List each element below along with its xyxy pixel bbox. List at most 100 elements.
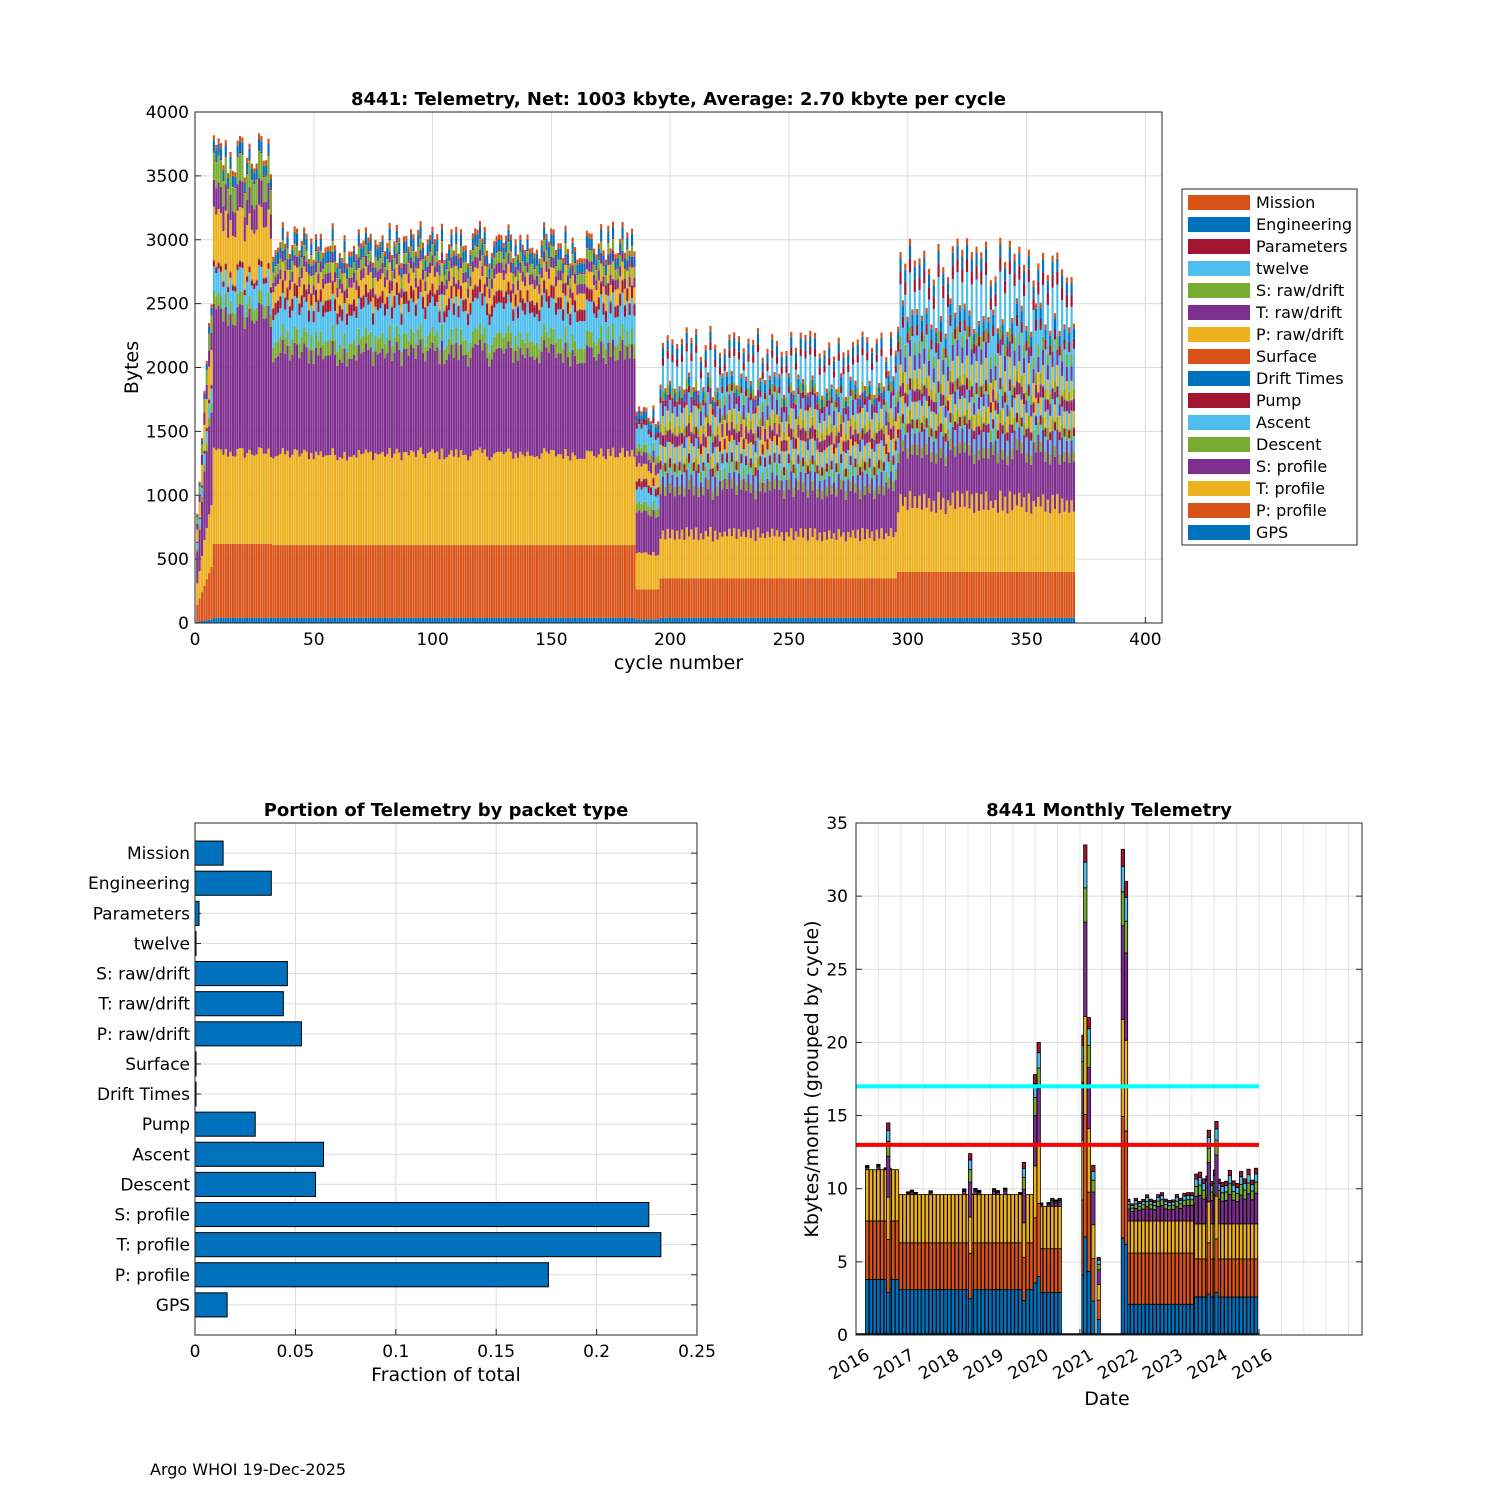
bar-segment <box>880 471 883 529</box>
bar-segment <box>802 419 805 428</box>
bar-segment <box>690 462 693 475</box>
bar-segment <box>913 292 916 343</box>
bar-segment <box>426 293 429 295</box>
bar-segment <box>813 528 817 579</box>
bar-segment <box>360 338 363 354</box>
bar-segment <box>476 285 479 287</box>
bar-segment <box>445 269 448 280</box>
bar-segment <box>564 617 567 623</box>
bar-segment <box>844 499 847 542</box>
bar-segment <box>246 276 249 282</box>
bar-segment <box>364 284 368 285</box>
bar-segment <box>412 302 415 333</box>
bar-segment <box>721 454 724 464</box>
bar-segment <box>519 617 522 623</box>
bar-segment <box>355 290 358 306</box>
bar-segment <box>483 244 486 245</box>
bar-segment <box>671 413 674 433</box>
bar-segment <box>279 279 282 296</box>
bar-segment <box>345 313 349 315</box>
bar-segment <box>467 545 470 618</box>
bar-segment <box>759 377 762 382</box>
bar-segment <box>250 163 253 169</box>
bar-segment <box>250 178 253 180</box>
bar-segment <box>440 229 444 240</box>
bar-segment <box>260 290 263 305</box>
bar-segment <box>438 322 441 350</box>
bar-segment <box>880 440 883 461</box>
bar-segment <box>718 532 722 579</box>
bar-segment <box>543 227 546 239</box>
bar-segment <box>913 433 916 497</box>
bar-segment <box>821 499 824 542</box>
bar-segment <box>882 461 885 462</box>
bar-segment <box>690 361 693 387</box>
bar-segment <box>205 363 208 370</box>
bar-segment <box>768 425 771 439</box>
bar-segment <box>267 262 270 263</box>
bar-segment <box>623 316 626 345</box>
bar-segment <box>445 359 448 458</box>
bar-segment <box>797 374 800 379</box>
bar-segment <box>208 514 211 574</box>
bar-segment <box>212 153 215 180</box>
y-tick-label: 4000 <box>146 103 189 123</box>
bar-segment <box>333 310 337 340</box>
bar-segment <box>341 258 344 263</box>
bar-segment <box>236 210 239 264</box>
bar-segment <box>205 428 208 432</box>
bar-segment <box>752 344 755 356</box>
bar-segment <box>450 328 453 345</box>
bar-segment <box>495 348 498 453</box>
bar-segment <box>595 457 598 546</box>
bar-segment <box>602 265 605 267</box>
bar-segment <box>638 463 641 478</box>
bar-segment <box>773 391 776 414</box>
bar-segment <box>388 324 391 341</box>
bar-segment <box>837 462 840 475</box>
bar-segment <box>695 426 698 427</box>
bar-segment <box>652 442 655 451</box>
bar-segment <box>714 359 717 368</box>
bar-segment <box>360 243 363 249</box>
bar-segment <box>429 545 432 618</box>
bar-segment <box>576 322 579 350</box>
bar-segment <box>274 357 277 457</box>
bar-segment <box>443 311 446 312</box>
bar-segment <box>604 310 607 312</box>
bar-segment <box>588 301 591 332</box>
bar-segment <box>298 343 301 359</box>
bar-segment <box>471 271 474 289</box>
bar-segment <box>604 294 607 311</box>
bar-segment <box>424 291 427 307</box>
bar-segment <box>554 264 558 267</box>
bar-segment <box>652 589 655 620</box>
bar-segment <box>851 578 855 618</box>
bar-segment <box>600 281 603 283</box>
bar-segment <box>540 257 543 268</box>
bar-segment <box>429 262 432 273</box>
bar-segment <box>923 617 926 623</box>
bar-segment <box>737 336 741 342</box>
bar-segment <box>728 430 731 442</box>
bar-segment <box>709 377 712 388</box>
bar-segment <box>630 256 634 268</box>
bar-segment <box>395 240 398 243</box>
bar-segment <box>609 248 612 254</box>
bar-segment <box>341 272 344 274</box>
bar-segment <box>628 545 631 618</box>
bar-segment <box>497 251 501 252</box>
bar-segment <box>547 453 550 546</box>
bar-segment <box>592 301 596 302</box>
bar-segment <box>196 621 199 623</box>
bar-segment <box>414 315 417 345</box>
bar-segment <box>372 617 375 623</box>
bar-segment <box>683 617 686 623</box>
bar-segment <box>265 176 268 203</box>
bar-segment <box>516 290 520 307</box>
bar-segment <box>295 246 299 257</box>
bar-segment <box>345 545 349 618</box>
bar-segment <box>229 300 232 314</box>
bar-segment <box>372 312 375 314</box>
bar-segment <box>809 439 812 460</box>
